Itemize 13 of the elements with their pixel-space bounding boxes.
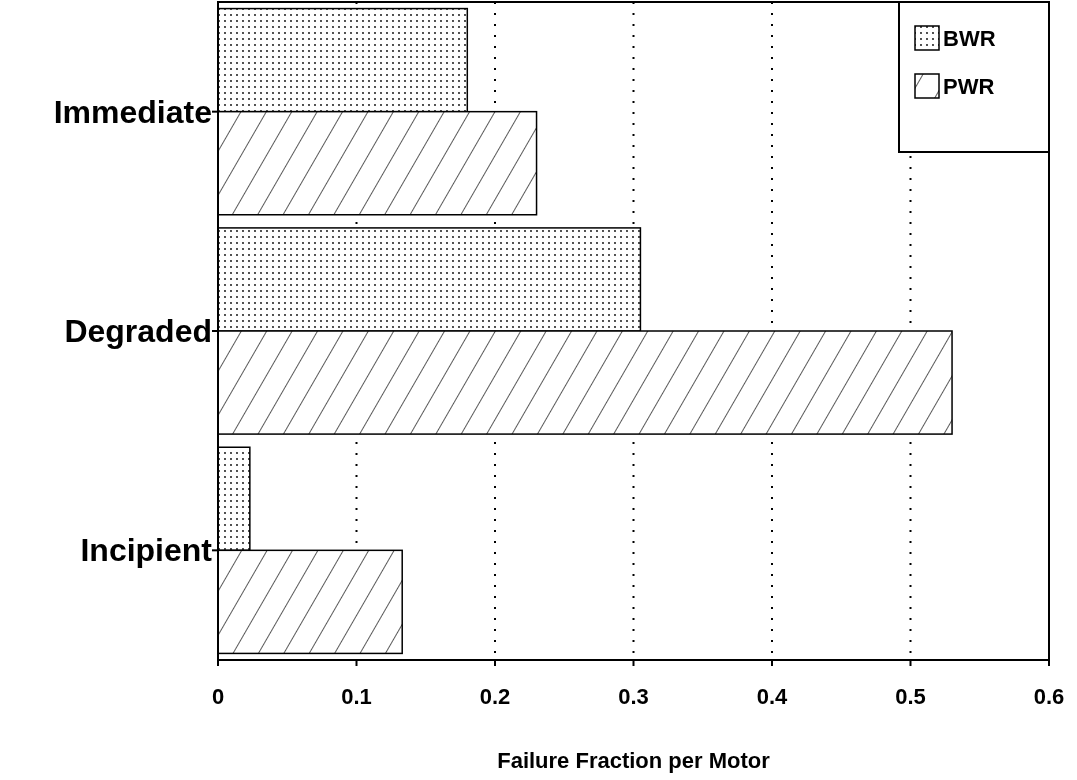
legend-label: BWR (943, 26, 996, 51)
x-tick-label: 0.5 (895, 684, 926, 709)
x-tick-label: 0.1 (341, 684, 372, 709)
x-axis-title: Failure Fraction per Motor (497, 748, 771, 773)
x-tick-label: 0.4 (756, 684, 789, 709)
x-tick-label: 0.3 (618, 684, 649, 709)
y-tick-label: Incipient (80, 532, 213, 569)
x-tick-label: 0 (211, 684, 225, 709)
x-tick-label: 0.6 (1033, 684, 1065, 709)
y-tick-label: Immediate (53, 93, 212, 130)
legend-label: PWR (943, 74, 995, 99)
y-tick-label: Degraded (64, 313, 212, 349)
x-tick-label: 0.2 (479, 684, 511, 709)
